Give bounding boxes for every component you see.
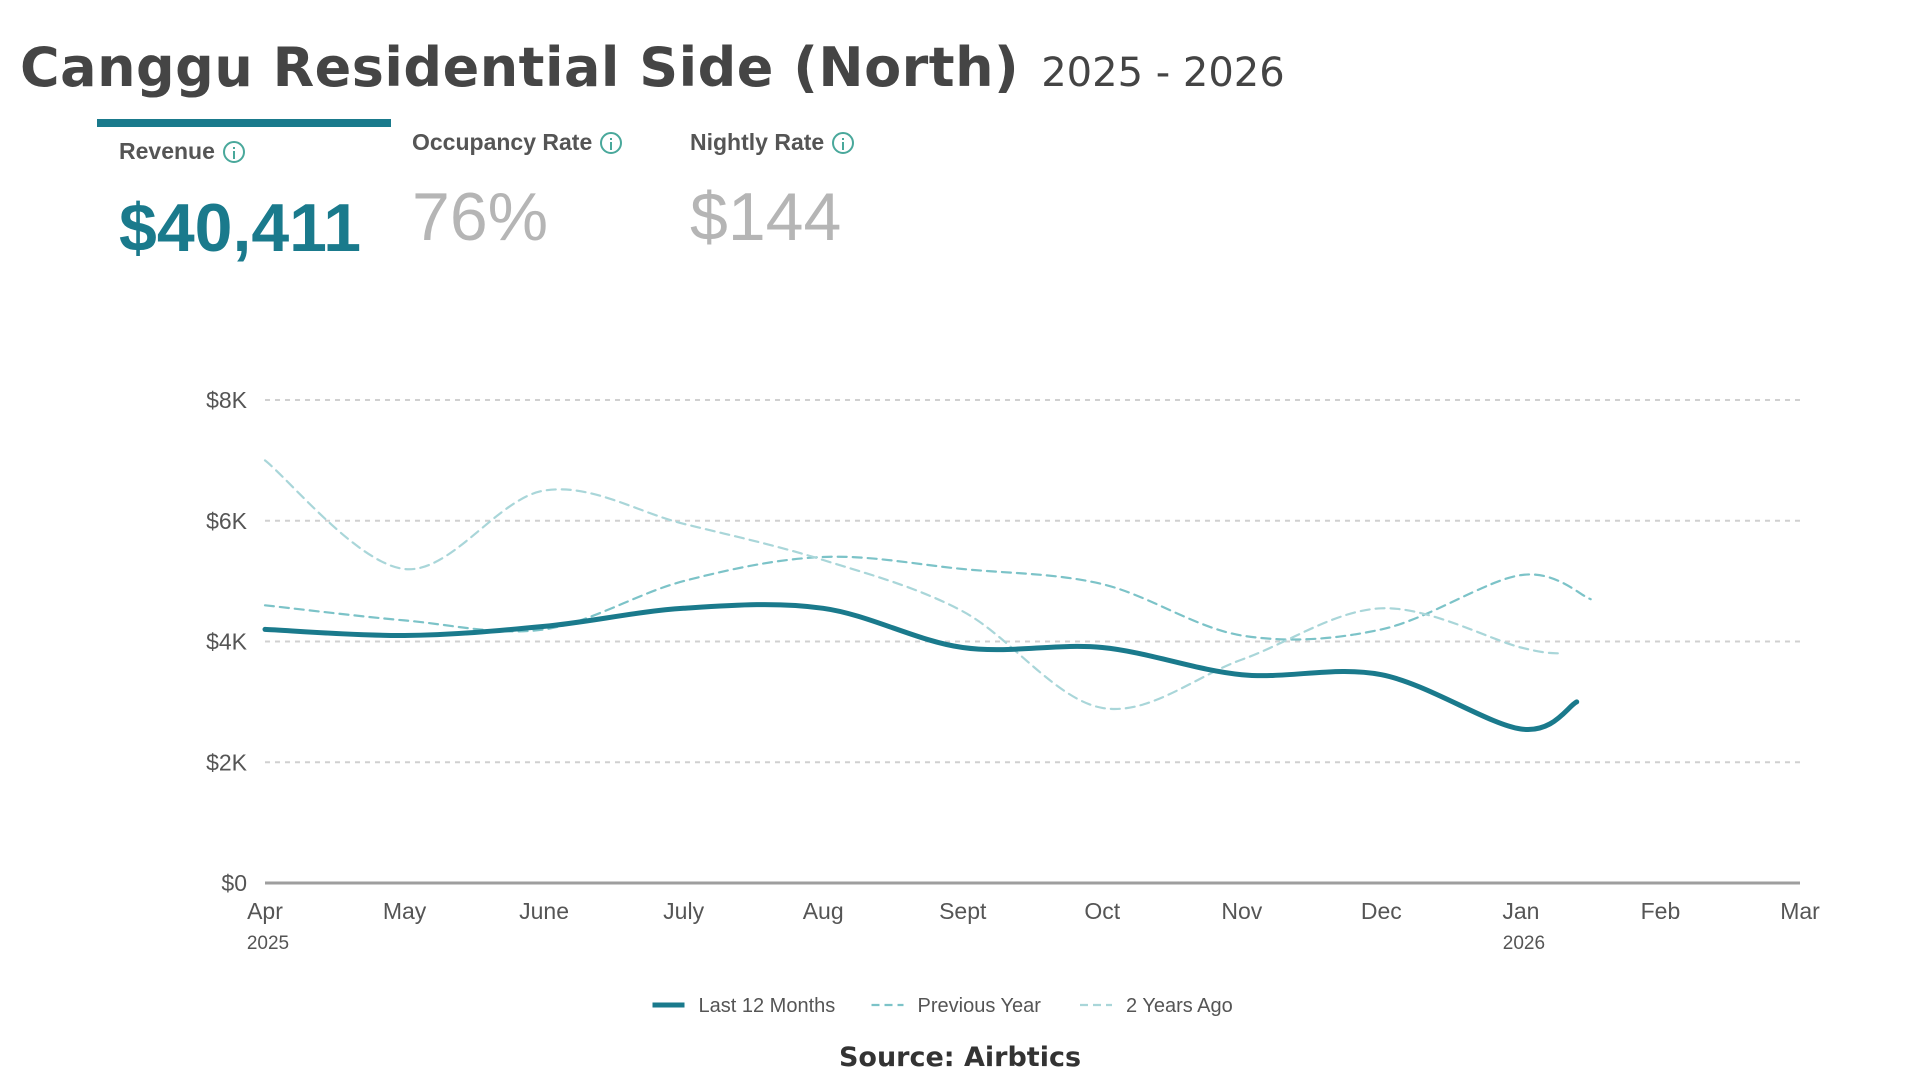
nightly-label: Nightly Rate: [690, 129, 825, 155]
header: Canggu Residential Side (North) 2025 - 2…: [20, 36, 1285, 99]
active-tab-indicator: [97, 119, 391, 127]
series-line-previous-year: [263, 555, 1592, 641]
revenue-value: $40,411: [119, 190, 362, 266]
year-range: 2025 - 2026: [1041, 50, 1285, 96]
x-tick-label: Dec: [1361, 898, 1402, 924]
x-year-label: 2025: [247, 933, 289, 954]
x-tick-label: Apr: [247, 898, 283, 924]
y-tick-label: $0: [221, 870, 247, 896]
legend-label: Previous Year: [918, 995, 1042, 1017]
page-title: Canggu Residential Side (North): [20, 36, 1020, 99]
y-tick-label: $2K: [206, 749, 248, 775]
x-year-label: 2026: [1503, 933, 1545, 954]
tab-revenue[interactable]: Revenue $40,411: [119, 138, 361, 267]
x-tick-label: Nov: [1221, 898, 1262, 924]
source-note: Source: Airbtics: [838, 1042, 1082, 1073]
x-tick-label: Aug: [803, 898, 844, 924]
nightly-value: $144: [690, 179, 842, 255]
info-icon[interactable]: [600, 131, 623, 154]
info-icon[interactable]: [222, 140, 245, 163]
x-tick-label: Oct: [1084, 898, 1120, 924]
y-tick-label: $8K: [206, 387, 248, 413]
revenue-label: Revenue: [119, 138, 215, 164]
x-tick-label: May: [383, 898, 427, 924]
x-tick-label: Feb: [1641, 898, 1681, 924]
y-tick-label: $6K: [206, 508, 248, 534]
series-line-2-years-ago: [263, 459, 1564, 711]
legend-label: Last 12 Months: [699, 995, 836, 1017]
x-tick-label: July: [663, 898, 704, 924]
occupancy-label: Occupancy Rate: [412, 129, 593, 155]
legend-label: 2 Years Ago: [1126, 995, 1233, 1017]
series-line-last-12-months: [262, 602, 1580, 732]
x-tick-label: Sept: [939, 898, 987, 924]
occupancy-value: 76%: [412, 179, 549, 255]
x-tick-label: Mar: [1780, 898, 1820, 924]
x-tick-label: Jan: [1502, 898, 1539, 924]
info-icon[interactable]: [832, 131, 855, 154]
y-tick-label: $4K: [206, 629, 248, 655]
x-tick-label: June: [519, 898, 569, 924]
tab-nightly-rate[interactable]: Nightly Rate $144: [690, 129, 855, 256]
tab-occupancy-rate[interactable]: Occupancy Rate 76%: [412, 129, 623, 256]
